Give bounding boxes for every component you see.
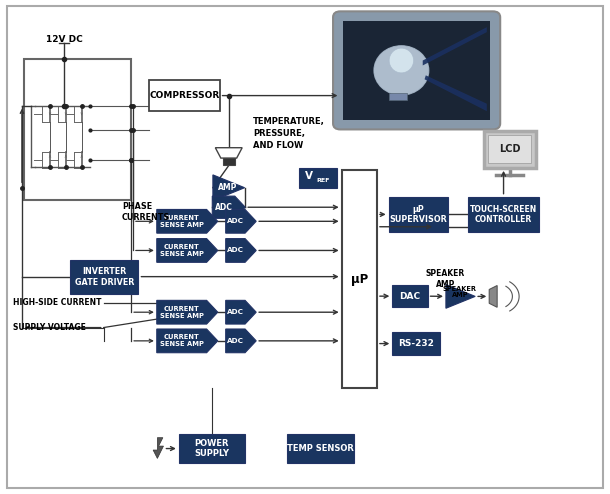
Text: TEMPERATURE,
PRESSURE,
AND FLOW: TEMPERATURE, PRESSURE, AND FLOW: [253, 117, 325, 150]
Text: SPEAKER
AMP: SPEAKER AMP: [426, 269, 465, 289]
Polygon shape: [389, 93, 407, 100]
FancyBboxPatch shape: [488, 135, 531, 163]
Text: REF: REF: [316, 178, 329, 183]
Ellipse shape: [389, 48, 414, 73]
Text: ADC: ADC: [227, 218, 244, 224]
FancyBboxPatch shape: [392, 332, 440, 355]
Polygon shape: [157, 300, 218, 324]
Polygon shape: [215, 148, 242, 158]
Text: ADC: ADC: [215, 203, 232, 212]
FancyBboxPatch shape: [343, 21, 490, 120]
Text: HIGH-SIDE CURRENT: HIGH-SIDE CURRENT: [13, 298, 102, 307]
Text: CURRENT
SENSE AMP: CURRENT SENSE AMP: [160, 215, 204, 228]
Text: V: V: [305, 171, 313, 181]
FancyBboxPatch shape: [149, 80, 220, 111]
Polygon shape: [446, 285, 475, 308]
Text: RS-232: RS-232: [398, 339, 434, 348]
Polygon shape: [425, 75, 487, 111]
Polygon shape: [157, 239, 218, 262]
Ellipse shape: [374, 46, 429, 95]
Text: 12V DC: 12V DC: [46, 35, 82, 44]
Text: ADC: ADC: [227, 309, 244, 315]
Polygon shape: [489, 286, 497, 307]
FancyBboxPatch shape: [389, 197, 448, 232]
FancyBboxPatch shape: [70, 260, 138, 294]
FancyBboxPatch shape: [24, 59, 131, 200]
Text: μP
SUPERVISOR: μP SUPERVISOR: [390, 205, 447, 224]
Text: ADC: ADC: [227, 247, 244, 253]
Text: TOUCH-SCREEN
CONTROLLER: TOUCH-SCREEN CONTROLLER: [470, 205, 537, 224]
FancyBboxPatch shape: [299, 168, 337, 188]
FancyBboxPatch shape: [392, 285, 428, 307]
Text: PHASE
CURRENTS: PHASE CURRENTS: [122, 203, 170, 222]
Text: LCD: LCD: [499, 144, 520, 155]
Polygon shape: [213, 175, 245, 201]
Polygon shape: [153, 438, 163, 458]
Text: CURRENT
SENSE AMP: CURRENT SENSE AMP: [160, 306, 204, 319]
Polygon shape: [226, 329, 256, 353]
Polygon shape: [212, 196, 245, 218]
FancyBboxPatch shape: [179, 434, 245, 463]
Text: DAC: DAC: [400, 291, 420, 301]
Text: COMPRESSOR: COMPRESSOR: [149, 91, 220, 100]
Polygon shape: [223, 158, 235, 165]
Polygon shape: [157, 329, 218, 353]
Polygon shape: [423, 27, 487, 66]
Text: CURRENT
SENSE AMP: CURRENT SENSE AMP: [160, 334, 204, 347]
Text: SUPPLY VOLTAGE: SUPPLY VOLTAGE: [13, 323, 86, 332]
Polygon shape: [226, 209, 256, 233]
FancyBboxPatch shape: [484, 131, 536, 168]
Text: CURRENT
SENSE AMP: CURRENT SENSE AMP: [160, 244, 204, 257]
Polygon shape: [226, 300, 256, 324]
Text: POWER
SUPPLY: POWER SUPPLY: [194, 439, 229, 458]
Text: AMP: AMP: [218, 183, 237, 192]
Polygon shape: [157, 209, 218, 233]
Text: μP: μP: [351, 273, 368, 286]
FancyBboxPatch shape: [7, 6, 603, 488]
Text: ADC: ADC: [227, 338, 244, 344]
FancyBboxPatch shape: [333, 11, 500, 129]
Polygon shape: [226, 239, 256, 262]
FancyBboxPatch shape: [287, 434, 354, 463]
FancyBboxPatch shape: [342, 170, 377, 388]
Text: INVERTER
GATE DRIVER: INVERTER GATE DRIVER: [74, 267, 134, 287]
Text: SPEAKER: SPEAKER: [443, 286, 477, 292]
FancyBboxPatch shape: [468, 197, 539, 232]
Text: AMP: AMP: [451, 292, 468, 298]
Text: TEMP SENSOR: TEMP SENSOR: [287, 444, 354, 453]
